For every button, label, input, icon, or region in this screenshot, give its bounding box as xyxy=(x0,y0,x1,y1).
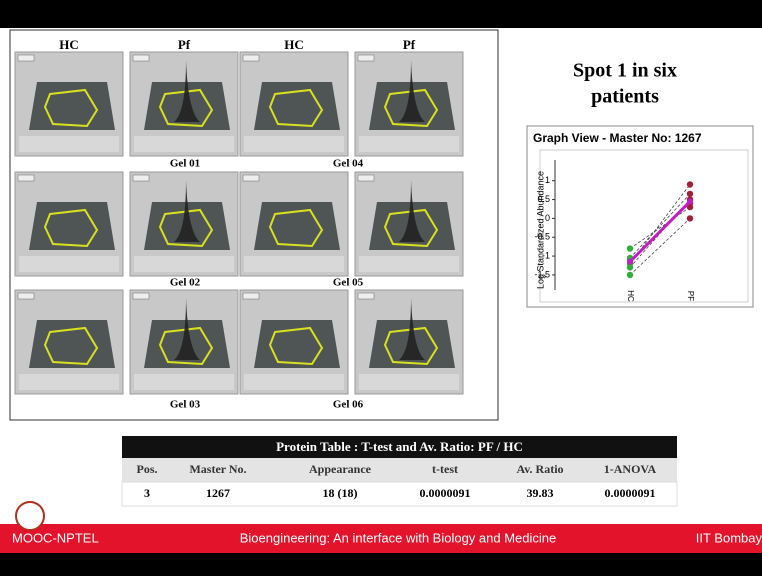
gel-info xyxy=(359,256,459,272)
gel-label: Gel 05 xyxy=(333,277,364,289)
gel-label: Gel 03 xyxy=(170,399,201,411)
gel-button xyxy=(358,293,374,299)
footer-center: Bioengineering: An interface with Biolog… xyxy=(240,530,557,545)
table-header: Appearance xyxy=(309,462,372,476)
table-cell: 18 (18) xyxy=(323,486,358,500)
footer-left: MOOC-NPTEL xyxy=(12,530,99,545)
logo xyxy=(16,502,44,530)
y-axis-label: Log Standardized Abundance xyxy=(535,171,545,289)
gel-info xyxy=(244,136,344,152)
table-cell: 39.83 xyxy=(527,486,554,500)
gel-label: Gel 02 xyxy=(170,277,201,289)
gel-info xyxy=(19,374,119,390)
table-header: Master No. xyxy=(189,462,246,476)
gel-button xyxy=(18,55,34,61)
gel-info xyxy=(134,136,234,152)
gel-button xyxy=(358,175,374,181)
gel-plane xyxy=(29,320,115,368)
x-tick-label: PF xyxy=(686,291,695,301)
data-point xyxy=(627,272,633,278)
table-cell: 3 xyxy=(144,486,150,500)
plot-area xyxy=(540,150,748,302)
page: MOOC-NPTEL Bioengineering: An interface … xyxy=(0,0,762,576)
gel-info xyxy=(244,374,344,390)
gel-button xyxy=(243,293,259,299)
data-point xyxy=(687,215,693,221)
gel-label: Gel 06 xyxy=(333,399,364,411)
data-point xyxy=(627,259,633,265)
gel-button xyxy=(133,175,149,181)
gel-label: Gel 04 xyxy=(333,158,364,170)
table-header: Av. Ratio xyxy=(516,462,563,476)
gel-plane xyxy=(29,82,115,130)
gel-button xyxy=(133,55,149,61)
gel-button xyxy=(358,55,374,61)
y-tick-label: 1 xyxy=(545,175,550,185)
gel-info xyxy=(134,256,234,272)
gel-button xyxy=(133,293,149,299)
gel-plane xyxy=(254,82,340,130)
gel-button xyxy=(18,293,34,299)
table-header: Pos. xyxy=(137,462,158,476)
gel-info xyxy=(359,374,459,390)
gel-info xyxy=(359,136,459,152)
gel-header: Pf xyxy=(178,37,191,52)
gel-info xyxy=(19,136,119,152)
x-tick-label: HC xyxy=(626,290,635,302)
slide-title: patients xyxy=(591,86,659,108)
gel-header: HC xyxy=(59,37,79,52)
gel-button xyxy=(243,55,259,61)
gel-button xyxy=(243,175,259,181)
gel-plane xyxy=(29,202,115,250)
footer-right: IIT Bombay xyxy=(696,530,762,545)
gel-plane xyxy=(254,320,340,368)
slide-title: Spot 1 in six xyxy=(573,60,677,82)
gel-info xyxy=(19,256,119,272)
table-cell: 1267 xyxy=(206,486,230,500)
gel-header: Pf xyxy=(403,37,416,52)
gel-info xyxy=(134,374,234,390)
table-title: Protein Table : T-test and Av. Ratio: PF… xyxy=(276,439,523,454)
table-cell: 0.0000091 xyxy=(605,486,656,500)
data-point xyxy=(687,191,693,197)
gel-button xyxy=(18,175,34,181)
data-point xyxy=(627,245,633,251)
data-point xyxy=(687,198,693,204)
data-point xyxy=(687,181,693,187)
table-header: t-test xyxy=(432,462,458,476)
graph-title: Graph View - Master No: 1267 xyxy=(533,131,702,145)
slide: MOOC-NPTEL Bioengineering: An interface … xyxy=(0,0,762,576)
data-point xyxy=(627,264,633,270)
table-cell: 0.0000091 xyxy=(420,486,471,500)
gel-info xyxy=(244,256,344,272)
y-tick-label: 0 xyxy=(545,213,550,223)
gel-header: HC xyxy=(284,37,304,52)
gel-plane xyxy=(254,202,340,250)
gel-label: Gel 01 xyxy=(170,158,200,170)
table-header: 1-ANOVA xyxy=(604,462,657,476)
